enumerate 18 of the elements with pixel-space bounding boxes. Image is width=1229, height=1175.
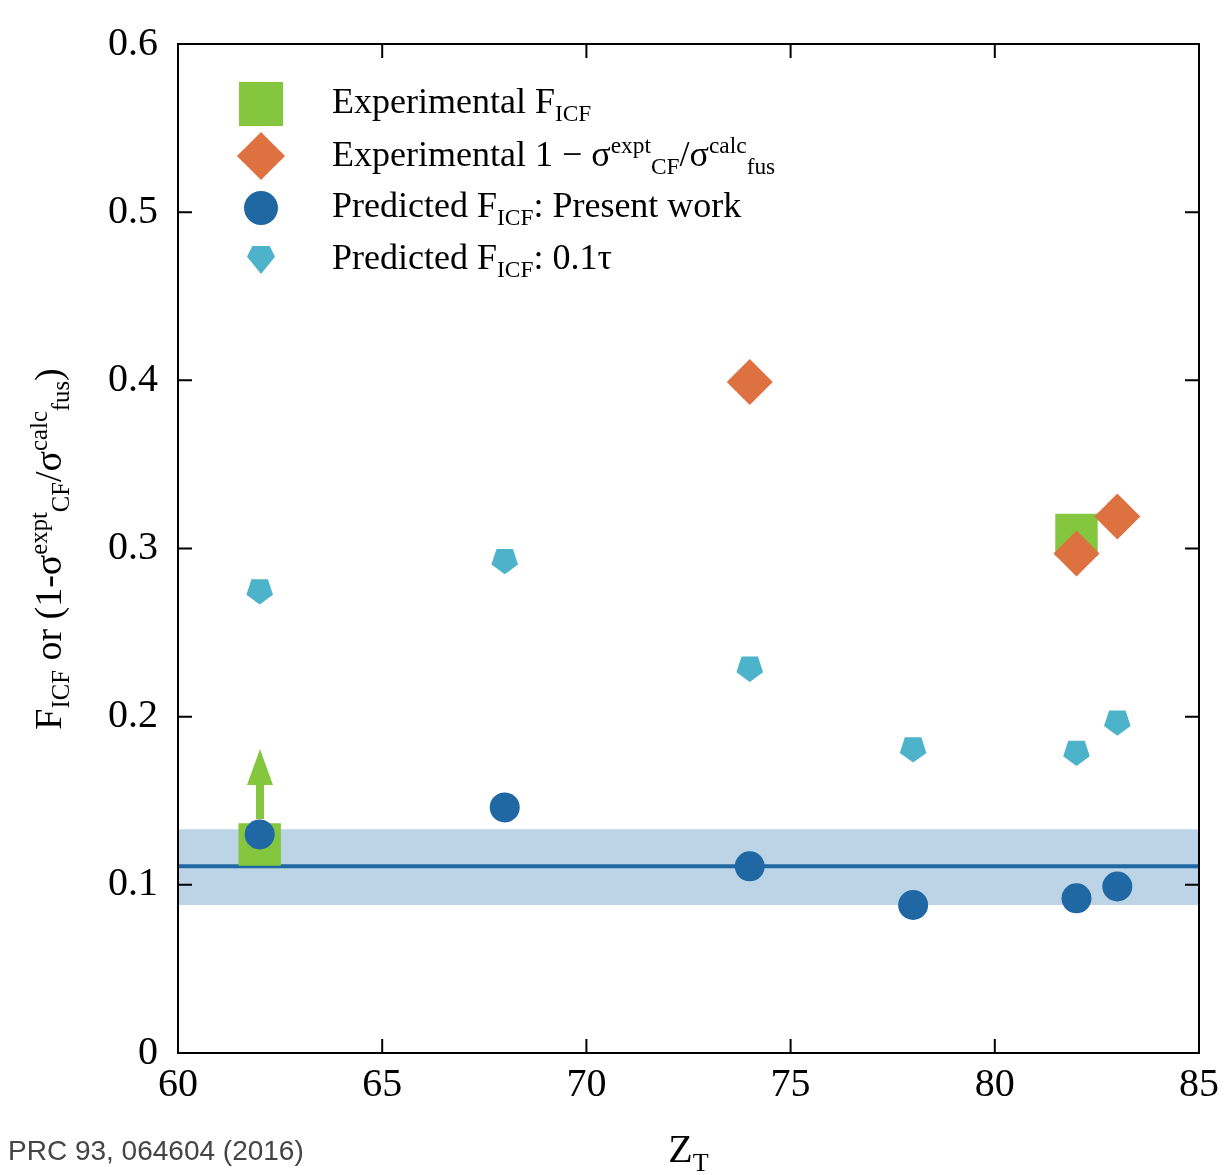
- y-tick-label: 0: [138, 1027, 158, 1073]
- y-tick-label: 0.6: [108, 18, 158, 64]
- legend-label: Predicted F$_{ICF}$: 0.1τ: [332, 236, 612, 284]
- y-tick-label: 0.2: [108, 691, 158, 737]
- legend-label: Predicted F$_{ICF}$: Present work: [332, 184, 742, 232]
- x-axis-title: Z$_{T}$: [668, 1125, 709, 1175]
- legend-label: Experimental F$_{ICF}$: [332, 80, 592, 128]
- text: PRC 93, 064604 (2016): [8, 1135, 304, 1167]
- x-tick-label: 60: [158, 1059, 198, 1105]
- y-tick-label: 0.1: [108, 859, 158, 905]
- x-tick-label: 75: [770, 1059, 811, 1105]
- x-tick-label: 80: [974, 1059, 1015, 1105]
- x-tick-label: 65: [362, 1059, 403, 1105]
- x-tick-label: 85: [1179, 1059, 1219, 1105]
- y-tick-label: 0.4: [108, 354, 158, 400]
- y-tick-label: 0.3: [108, 523, 158, 568]
- x-tick-label: 70: [566, 1059, 607, 1105]
- y-tick-label: 0.5: [108, 186, 158, 232]
